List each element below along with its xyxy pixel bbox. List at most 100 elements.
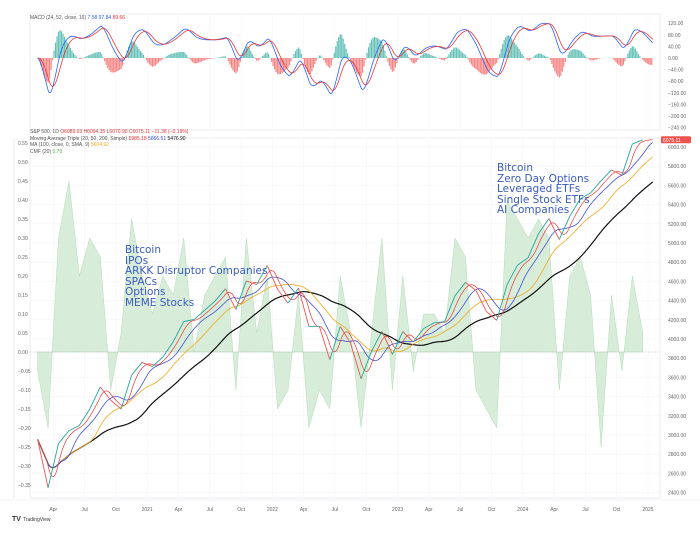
macd-histogram-bar [452,48,455,58]
macd-histogram-bar [405,51,407,58]
macd-histogram-bar [508,35,510,58]
ma100-line [37,156,653,469]
right-axis-tick: 4400.00 [668,299,686,305]
macd-histogram-bar [347,53,349,58]
ma100-label[interactable]: MA (100, close, 0, SMA, 9) [30,142,90,148]
macd-histogram-bar [366,52,368,58]
macd-histogram-bar [150,58,152,66]
macd-histogram-bar [107,58,109,68]
macd-legend: MACD (24, 52, close, 16) 7.58 97.84 89.6… [30,15,125,22]
macd-histogram-bar [254,58,256,59]
macd-histogram-bar [521,54,523,58]
price-segment [99,386,112,401]
macd-histogram-bar [554,58,556,72]
macd-histogram-bar [467,58,469,60]
macd-histogram-bar [162,58,164,60]
macd-histogram-bar [142,54,145,58]
macd-histogram-bar [363,58,365,67]
macd-histogram-bar [561,58,563,72]
macd-histogram-bar [595,58,598,60]
macd-histogram-bar [446,56,449,58]
macd-histogram-bar [370,39,373,58]
macd-value: 7.58 [87,15,98,21]
annotation-line: Bitcoin [125,244,162,256]
cmf-label[interactable]: CMF (20) [30,148,52,155]
macd-histogram-bar [619,58,622,66]
macd-histogram-bar [50,58,52,71]
macd-histogram-bar [384,50,386,58]
macd-histogram-bar [645,58,647,63]
macd-histogram-bar [539,53,541,58]
macd-histogram-bar [487,58,489,74]
price-segment [214,288,226,302]
macd-histogram-bar [229,58,231,65]
tradingview-logo[interactable]: TV TradingView [12,516,50,523]
price-segment [527,233,539,258]
macd-histogram-bar [268,53,270,58]
macd-histogram-bar [613,58,616,61]
price-segment [287,287,299,304]
macd-histogram-bar [40,58,42,66]
macd-histogram-bar [636,51,638,58]
macd-axis-tick: −160.00 [668,102,686,108]
macd-histogram-bar [335,46,337,58]
right-axis-tick: 2600.00 [668,471,686,477]
right-axis-tick: 3600.00 [668,375,686,381]
time-axis-tick: Apr [175,507,183,513]
macd-histogram-bar [93,53,95,58]
ma-triple-label[interactable]: Moving Average Triple (20, 50, 200, Simp… [30,135,128,142]
macd-histogram-bar [135,44,137,58]
macd-histogram-bar [512,40,514,58]
macd-histogram-bar [455,47,458,58]
macd-histogram-bar [189,58,191,60]
macd-histogram-bar [253,56,255,58]
macd-histogram-bar [350,58,352,61]
macd-histogram-bar [230,58,233,68]
macd-histogram-bar [126,50,128,58]
macd-histogram-bar [315,58,317,61]
macd-histogram-bar [408,57,410,58]
macd-histogram-bar [198,58,200,63]
price-segment [506,264,518,285]
macd-histogram-bar [290,58,292,62]
macd-axis-tick: 0.00 [668,56,678,62]
macd-histogram-bar [205,58,207,60]
right-axis-tick: 4600.00 [668,279,686,285]
price-segment [277,289,289,304]
macd-histogram-bar [129,43,131,58]
right-axis-tick: 4000.00 [668,337,686,343]
macd-histogram-bar [502,43,504,58]
price-segment [298,288,310,327]
macd-histogram-bar [287,58,289,68]
macd-histogram-bar [393,58,395,71]
macd-histogram-bar [71,50,73,58]
macd-histogram-bar [284,58,286,71]
left-axis-tick: 0.30 [18,236,28,242]
macd-histogram-bar [356,58,358,73]
macd-histogram-bar [637,53,639,58]
macd-histogram-bar [542,54,544,58]
macd-histogram-bar [281,58,283,74]
price-segment [423,322,435,329]
left-axis-tick: 0.15 [18,293,28,299]
macd-histogram-bar [203,58,206,61]
macd-histogram-bar [165,56,167,58]
macd-histogram-bar [99,51,101,58]
left-axis-tick: 0.00 [18,350,28,356]
macd-histogram-bar [294,51,297,58]
macd-histogram-bar [357,58,359,75]
macd-histogram-bar [576,49,578,58]
macd-histogram-bar [232,58,234,71]
macd-histogram-bar [66,42,69,58]
macd-histogram-bar [119,58,121,70]
macd-histogram-bar [536,54,538,58]
symbol-name[interactable]: S&P 500, 1D [30,129,59,135]
macd-histogram-bar [235,58,237,74]
macd-histogram-bar [166,55,168,58]
macd-histogram-bar [187,57,189,58]
macd-histogram-bar [358,58,361,76]
macd-histogram-bar [519,51,522,58]
price-segment [381,331,393,355]
macd-histogram-bar [306,58,309,72]
